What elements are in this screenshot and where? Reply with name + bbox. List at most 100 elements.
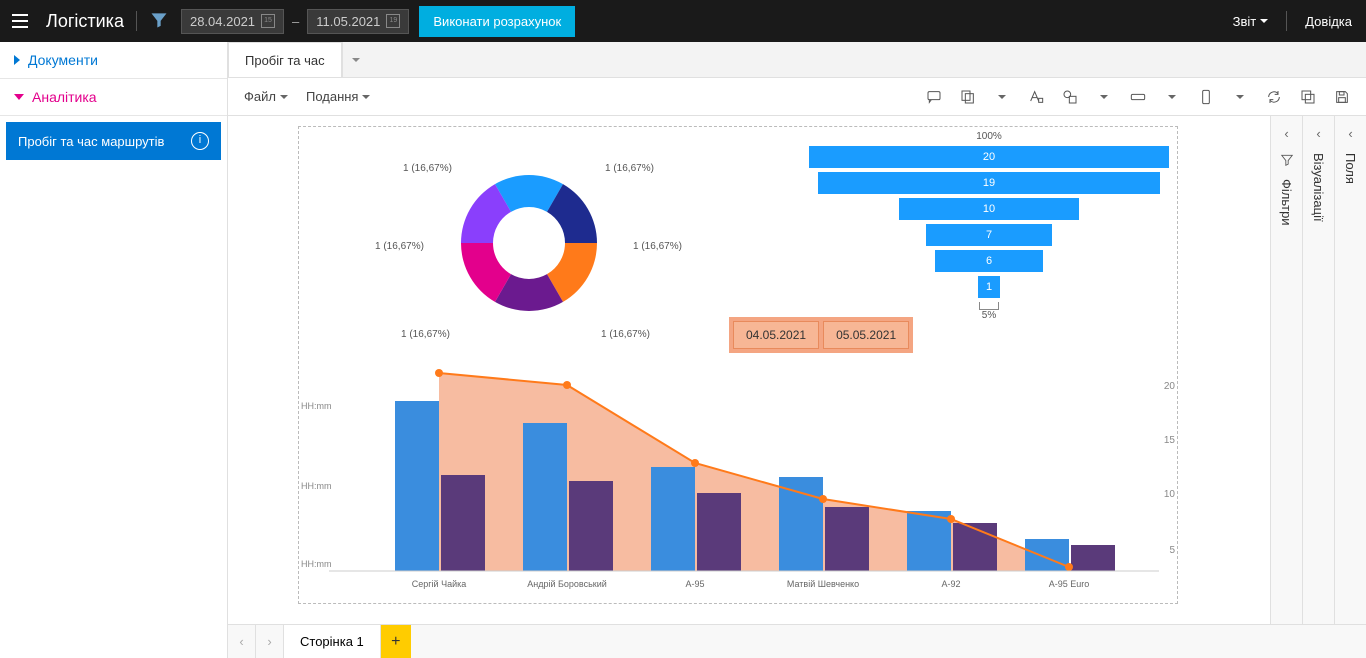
combo-bar-primary[interactable] [395, 401, 439, 571]
combo-x-label: Матвій Шевченко [787, 579, 859, 589]
tab-mileage-time[interactable]: Пробіг та час [228, 42, 342, 77]
bookmark-icon[interactable] [954, 83, 982, 111]
view-menu-label: Подання [306, 89, 359, 104]
date-from-value: 28.04.2021 [190, 14, 255, 29]
sidebar-item-label: Пробіг та час маршрутів [18, 134, 164, 149]
chevron-down-icon [1260, 19, 1268, 23]
chevron-down-icon [362, 95, 370, 99]
sidebar-section-documents[interactable]: Документи [0, 42, 227, 79]
combo-line-marker[interactable] [1065, 563, 1073, 571]
app-title: Логістика [46, 11, 124, 32]
duplicate-icon[interactable] [1294, 83, 1322, 111]
funnel-bar[interactable]: 10 [899, 198, 1079, 220]
chevron-left-icon: ‹ [1348, 126, 1352, 141]
report-label: Звіт [1233, 14, 1257, 29]
help-link[interactable]: Довідка [1305, 14, 1352, 29]
filter-funnel-icon[interactable] [149, 10, 169, 33]
prev-page-button[interactable]: ‹ [228, 625, 256, 658]
report-dropdown[interactable]: Звіт [1233, 14, 1269, 29]
fields-label: Поля [1343, 153, 1358, 184]
combo-bar-secondary[interactable] [569, 481, 613, 571]
separator [136, 11, 137, 31]
save-icon[interactable] [1328, 83, 1356, 111]
chevron-left-icon: ‹ [1316, 126, 1320, 141]
combo-line-marker[interactable] [947, 515, 955, 523]
date-tile-1[interactable]: 04.05.2021 [733, 321, 819, 349]
funnel-bar[interactable]: 1 [978, 276, 1000, 298]
date-slicer[interactable]: 04.05.2021 05.05.2021 [729, 317, 913, 353]
combo-x-label: Андрій Боровський [527, 579, 607, 589]
combo-bar-primary[interactable] [1025, 539, 1069, 571]
combo-line-marker[interactable] [435, 369, 443, 377]
tab-menu-button[interactable] [342, 42, 370, 77]
combo-bar-secondary[interactable] [1071, 545, 1115, 571]
mobile-icon[interactable] [1192, 83, 1220, 111]
visualizations-panel[interactable]: ‹ Візуалізації [1302, 116, 1334, 624]
combo-bar-primary[interactable] [523, 423, 567, 571]
filters-panel[interactable]: ‹ Фільтри [1270, 116, 1302, 624]
chevron-down-icon[interactable] [988, 83, 1016, 111]
calculate-button[interactable]: Виконати розрахунок [419, 6, 575, 37]
info-icon[interactable]: i [191, 132, 209, 150]
donut-chart[interactable]: 1 (16,67%)1 (16,67%)1 (16,67%)1 (16,67%)… [429, 143, 629, 343]
next-page-button[interactable]: › [256, 625, 284, 658]
donut-label: 1 (16,67%) [401, 329, 450, 340]
donut-label: 1 (16,67%) [375, 241, 424, 252]
combo-x-label: A-95 Euro [1049, 579, 1090, 589]
hamburger-menu[interactable] [8, 9, 32, 33]
calendar-icon: 19 [386, 14, 400, 28]
button-icon[interactable] [1124, 83, 1152, 111]
combo-line-marker[interactable] [563, 381, 571, 389]
tab-label: Пробіг та час [245, 53, 325, 68]
report-toolbar: Файл Подання [228, 78, 1366, 116]
combo-y-right-label: 10 [1164, 489, 1175, 500]
sidebar-section-analytics[interactable]: Аналітика [0, 79, 227, 116]
add-page-button[interactable]: + [381, 625, 411, 658]
file-menu[interactable]: Файл [238, 85, 294, 108]
chevron-down-icon [280, 95, 288, 99]
funnel-bar[interactable]: 19 [818, 172, 1160, 194]
chevron-down-icon[interactable] [1158, 83, 1186, 111]
calendar-icon: 15 [261, 14, 275, 28]
chevron-left-icon: ‹ [1284, 126, 1288, 141]
combo-bar-primary[interactable] [651, 467, 695, 571]
funnel-bar[interactable]: 20 [809, 146, 1169, 168]
page-tab-1[interactable]: Сторінка 1 [284, 625, 381, 658]
combo-y-right-label: 20 [1164, 381, 1175, 392]
filter-icon [1280, 153, 1294, 167]
combo-x-label: Сергій Чайка [412, 579, 467, 589]
sidebar-documents-label: Документи [28, 52, 98, 68]
expand-icon [14, 55, 20, 65]
date-tile-2[interactable]: 05.05.2021 [823, 321, 909, 349]
sidebar-item-mileage-time[interactable]: Пробіг та час маршрутів i [6, 122, 221, 160]
funnel-bar[interactable]: 7 [926, 224, 1052, 246]
report-page[interactable]: 1 (16,67%) 1 (16,67%) 1 (16,67%) 1 (16,67%)… [298, 126, 1178, 604]
funnel-chart[interactable]: 100% 201910761 5% [809, 131, 1169, 321]
combo-bar-secondary[interactable] [953, 523, 997, 571]
sidebar: Документи Аналітика Пробіг та час маршру… [0, 42, 228, 658]
donut-label: 1 (16,67%) [601, 329, 650, 340]
combo-bar-secondary[interactable] [697, 493, 741, 571]
combo-bar-primary[interactable] [779, 477, 823, 571]
chevron-down-icon[interactable] [1090, 83, 1118, 111]
combo-line-marker[interactable] [819, 495, 827, 503]
fields-panel[interactable]: ‹ Поля [1334, 116, 1366, 624]
chevron-down-icon[interactable] [1226, 83, 1254, 111]
date-to-input[interactable]: 11.05.2021 19 [307, 9, 409, 34]
donut-label: 1 (16,67%) [403, 163, 452, 174]
combo-y-left-label: HH:mm [301, 401, 332, 411]
report-tabbar: Пробіг та час [228, 42, 1366, 78]
comment-icon[interactable] [920, 83, 948, 111]
text-icon[interactable] [1022, 83, 1050, 111]
combo-bar-primary[interactable] [907, 511, 951, 571]
combo-x-label: A-92 [941, 579, 960, 589]
funnel-bar[interactable]: 6 [935, 250, 1043, 272]
combo-bar-secondary[interactable] [825, 507, 869, 571]
combo-chart[interactable]: HH:mmHH:mmHH:mm 2015105 Сергій ЧайкаАндр… [299, 359, 1177, 603]
combo-line-marker[interactable] [691, 459, 699, 467]
shapes-icon[interactable] [1056, 83, 1084, 111]
combo-bar-secondary[interactable] [441, 475, 485, 571]
date-from-input[interactable]: 28.04.2021 15 [181, 9, 284, 34]
refresh-icon[interactable] [1260, 83, 1288, 111]
view-menu[interactable]: Подання [300, 85, 377, 108]
